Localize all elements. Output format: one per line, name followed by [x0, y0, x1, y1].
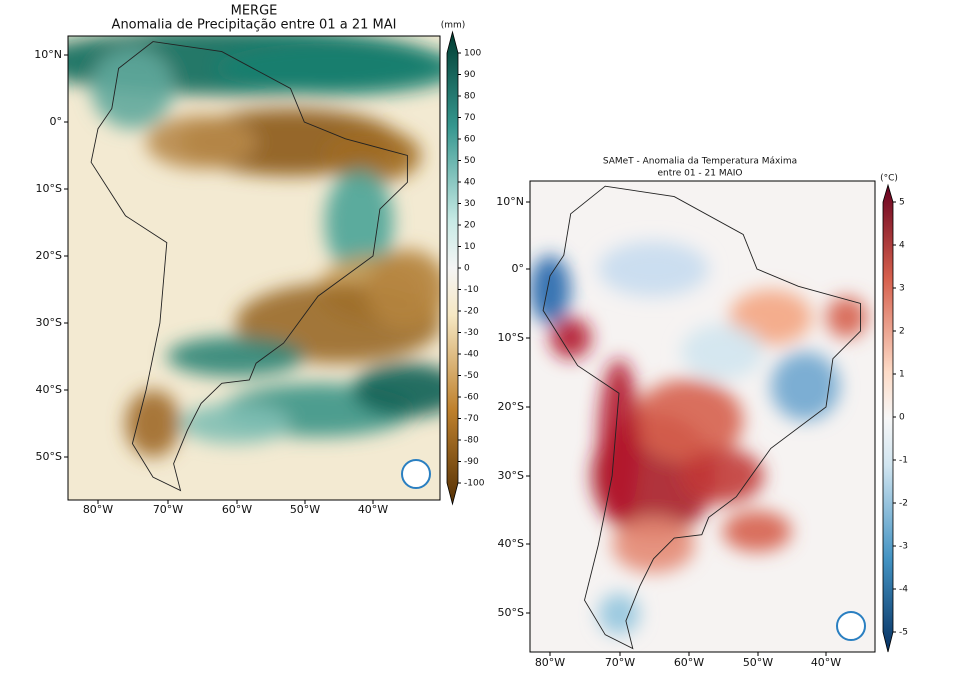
colorbar-tick-label: -1	[899, 456, 908, 466]
lat-label: 20°S	[36, 249, 62, 262]
anomaly-area	[366, 249, 440, 330]
logo	[401, 459, 431, 489]
colorbar-tick-label: -40	[464, 350, 479, 360]
colorbar-tick-label: 60	[464, 135, 476, 145]
anomaly-area	[324, 168, 394, 277]
lon-label: 70°W	[605, 656, 635, 669]
colorbar-tick-label: 100	[464, 49, 481, 59]
map-subtitle: Anomalia de Precipitação entre 01 a 21 M…	[112, 18, 397, 33]
anomaly-area	[324, 128, 422, 183]
colorbar-tick-label: -20	[464, 307, 479, 317]
anomaly-area	[214, 41, 440, 96]
colorbar-tick-label: -2	[899, 499, 908, 509]
colorbar-tick-label: 30	[464, 199, 476, 209]
lon-label: 50°W	[743, 656, 773, 669]
map-subtitle: entre 01 - 21 MAIO	[657, 169, 742, 179]
lat-label: 40°S	[36, 383, 62, 396]
colorbar-tick-label: -5	[899, 628, 908, 638]
lon-label: 60°W	[222, 503, 252, 516]
lon-label: 80°W	[83, 503, 113, 516]
lon-label: 40°W	[358, 503, 388, 516]
anomaly-area	[681, 448, 764, 504]
lat-label: 10°S	[498, 331, 524, 344]
colorbar-tick-label: 1	[899, 370, 905, 380]
anomaly-area	[632, 379, 744, 463]
lon-label: 60°W	[674, 656, 704, 669]
colorbar	[882, 183, 894, 653]
map-title: SAMeT - Anomalia da Temperatura Máxima	[603, 157, 797, 167]
anomaly-area	[598, 593, 640, 635]
lat-label: 50°S	[498, 606, 524, 619]
anomaly-area	[146, 115, 257, 169]
map-frame	[67, 35, 441, 501]
anomaly-area	[681, 324, 764, 380]
lat-label: 40°S	[498, 537, 524, 550]
anomaly-area	[180, 403, 291, 444]
anomaly-area	[598, 358, 640, 525]
colorbar-tick-label: -60	[464, 393, 479, 403]
colorbar-tick-label: 2	[899, 327, 905, 337]
colorbar-tick-label: -70	[464, 414, 479, 424]
lat-label: 0°	[50, 115, 63, 128]
colorbar-tick-label: 80	[464, 92, 476, 102]
colorbar-tick-label: -10	[464, 285, 479, 295]
colorbar-tick-label: -30	[464, 328, 479, 338]
anomaly-area	[770, 351, 840, 421]
lat-label: 10°S	[36, 182, 62, 195]
anomaly-area	[598, 241, 709, 297]
lat-label: 30°S	[36, 316, 62, 329]
anomaly-area	[91, 48, 174, 129]
anomaly-area	[166, 336, 305, 377]
colorbar-tick-label: 10	[464, 242, 476, 252]
anomaly-area	[550, 317, 592, 359]
colorbar-tick-label: 3	[899, 284, 905, 294]
lat-label: 10°N	[34, 48, 62, 61]
map-panel	[68, 36, 440, 500]
anomaly-area	[530, 255, 571, 325]
colorbar-tick-label: -90	[464, 457, 479, 467]
colorbar-tick-label: -100	[464, 479, 485, 489]
colorbar-tick-label: 0	[899, 413, 905, 423]
lat-label: 50°S	[36, 450, 62, 463]
lat-label: 20°S	[498, 400, 524, 413]
colorbar-unit: (mm)	[441, 21, 466, 31]
colorbar-tick-label: -3	[899, 542, 908, 552]
colorbar-tick-label: 20	[464, 221, 476, 231]
coastline	[542, 185, 861, 650]
anomaly-area	[826, 296, 868, 338]
anomaly-area	[352, 363, 440, 417]
lat-label: 30°S	[498, 469, 524, 482]
lon-label: 70°W	[153, 503, 183, 516]
anomaly-field	[530, 241, 868, 635]
lon-label: 50°W	[290, 503, 320, 516]
colorbar-tick-label: -80	[464, 436, 479, 446]
coastline	[90, 41, 408, 492]
colorbar-tick-label: 50	[464, 156, 476, 166]
logo	[836, 611, 866, 641]
anomaly-area	[722, 510, 792, 552]
map-panel	[530, 181, 875, 652]
colorbar-tick-label: 5	[899, 198, 905, 208]
colorbar	[446, 30, 459, 506]
map-frame	[529, 180, 876, 653]
colorbar-tick-label: 70	[464, 113, 476, 123]
colorbar-tick-label: 4	[899, 241, 905, 251]
anomaly-area	[125, 390, 181, 457]
anomaly-area	[729, 289, 813, 345]
lon-label: 40°W	[811, 656, 841, 669]
colorbar-tick-label: 0	[464, 264, 470, 274]
colorbar-tick-label: 90	[464, 70, 476, 80]
lat-label: 10°N	[496, 195, 524, 208]
map-title: MERGE	[231, 4, 278, 19]
colorbar-unit: (°C)	[880, 174, 898, 184]
colorbar-tick-label: 40	[464, 178, 476, 188]
anomaly-area	[612, 517, 695, 573]
lon-label: 80°W	[535, 656, 565, 669]
lat-label: 0°	[512, 262, 525, 275]
colorbar-tick-label: -4	[899, 585, 908, 595]
anomaly-field	[68, 36, 440, 457]
colorbar-tick-label: -50	[464, 371, 479, 381]
